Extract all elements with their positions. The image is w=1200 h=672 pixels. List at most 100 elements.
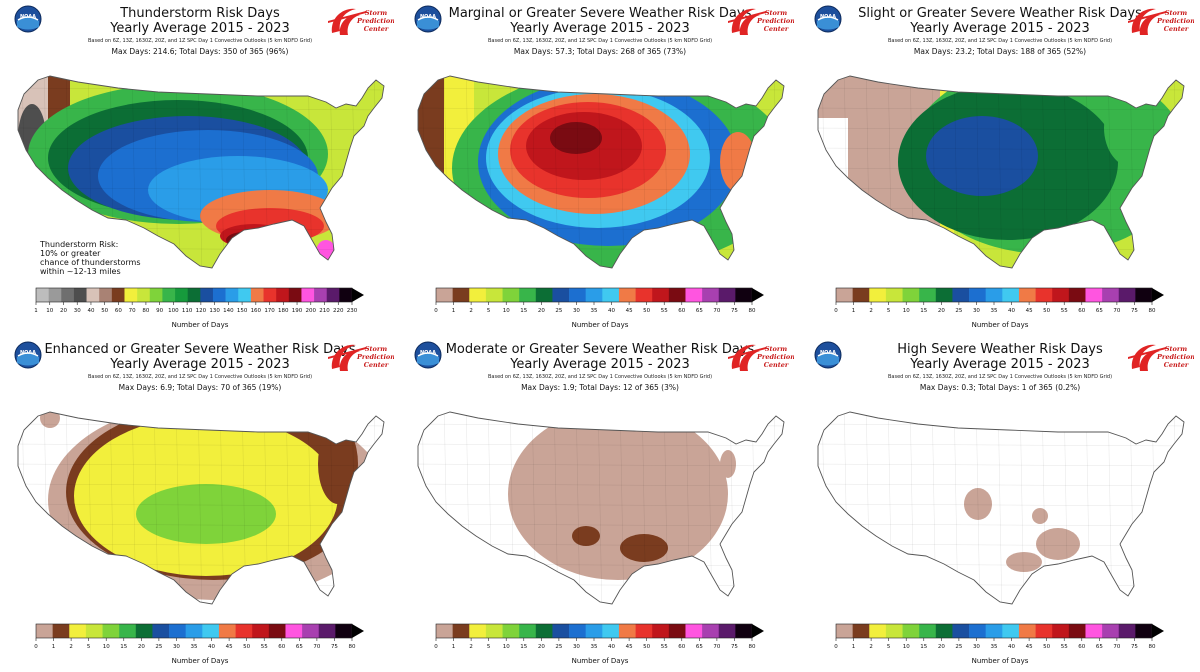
colorbar-swatch [935,624,953,638]
colorbar-swatch [85,624,103,638]
svg-text:NOAA: NOAA [420,350,436,356]
colorbar-tick-label: 50 [1043,644,1050,650]
noaa-logo-icon: NOAA [814,5,842,33]
colorbar-tick-label: 35 [991,308,998,314]
colorbar-tick-label: 80 [1149,308,1156,314]
colorbar-extend-arrow [352,624,364,638]
colorbar-swatch [869,624,887,638]
colorbar-tick-label: 30 [573,308,580,314]
colorbar-swatch [602,624,620,638]
colorbar-tick-label: 15 [920,644,927,650]
colorbar-tick-label: 2 [69,644,73,650]
svg-text:Storm: Storm [765,9,787,17]
panel-slight-risk: NOAA Slight or Greater Severe Weather Ri… [800,0,1200,336]
colorbar-swatch [339,288,353,302]
colorbar-swatch [952,624,970,638]
colorbar-swatch [1118,288,1136,302]
colorbar-swatch [552,624,570,638]
panel-moderate-risk: NOAA Moderate or Greater Severe Weather … [400,336,800,672]
colorbar-tick-label: 15 [120,644,127,650]
colorbar-label: Number of Days [171,657,229,665]
colorbar-swatch [235,624,253,638]
colorbar-swatch [602,288,620,302]
us-map [817,411,1185,605]
colorbar-swatch [885,288,903,302]
colorbar-tick-label: 0 [434,308,438,314]
colorbar-tick-label: 45 [626,644,633,650]
colorbar-swatch [200,288,214,302]
colorbar-tick-label: 60 [278,644,285,650]
colorbar-tick-label: 1 [52,644,56,650]
colorbar-tick-label: 210 [319,308,330,314]
colorbar-tick-label: 50 [101,308,108,314]
svg-text:Prediction: Prediction [1156,17,1194,25]
svg-text:Center: Center [1164,361,1189,369]
colorbar-swatch [852,624,870,638]
colorbar-tick-label: 5 [487,644,491,650]
colorbar-tick-label: 40 [208,644,215,650]
colorbar-swatch [552,288,570,302]
colorbar-tick-label: 30 [973,644,980,650]
colorbar-tick-label: 200 [306,308,317,314]
colorbar-swatch [175,288,188,302]
colorbar-swatch [1052,624,1070,638]
colorbar-tick-label: 40 [608,308,615,314]
colorbar-extend-arrow [1152,624,1164,638]
risk-contour [720,132,756,192]
colorbar-tick-label: 0 [434,644,438,650]
us-map [417,411,785,605]
colorbar-swatch [1035,624,1053,638]
colorbar-swatch [250,288,264,302]
colorbar-tick-label: 80 [349,644,356,650]
colorbar-swatch [1002,624,1020,638]
risk-contour [926,116,1038,196]
colorbar-swatch [288,288,302,302]
colorbar-tick-label: 20 [938,644,945,650]
colorbar-tick-label: 80 [142,308,149,314]
colorbar-tick-label: 20 [538,644,545,650]
risk-contour [508,412,728,580]
colorbar-tick-label: 35 [591,644,598,650]
colorbar-tick-label: 20 [60,308,67,314]
colorbar-tick-label: 20 [938,308,945,314]
colorbar-swatch [36,624,53,638]
colorbar-swatch [218,624,236,638]
noaa-logo-icon: NOAA [414,5,442,33]
colorbar-tick-label: 80 [1149,644,1156,650]
colorbar-tick-label: 10 [503,308,510,314]
outlook-basis-text: Based on 6Z, 13Z, 1630Z, 20Z, and 1Z SPC… [487,38,713,44]
colorbar-tick-label: 40 [1008,644,1015,650]
colorbar-tick-label: 75 [1131,308,1138,314]
svg-text:NOAA: NOAA [820,350,836,356]
colorbar-swatch [137,288,151,302]
colorbar-tick-label: 35 [191,644,198,650]
colorbar-tick-label: 30 [573,644,580,650]
colorbar-tick-label: 5 [887,644,891,650]
panel-subtitle: Yearly Average 2015 - 2023 [910,21,1090,36]
risk-contour [720,450,736,478]
colorbar-swatch [1102,288,1120,302]
colorbar-tick-label: 15 [920,308,927,314]
colorbar-swatch [668,624,686,638]
colorbar-tick-label: 5 [87,644,91,650]
colorbar-tick-label: 75 [331,644,338,650]
colorbar-tick-label: 110 [182,308,193,314]
note-line: 10% or greater [40,249,101,258]
colorbar-tick-label: 30 [173,644,180,650]
colorbar-swatch [73,288,87,302]
colorbar-tick-label: 20 [538,308,545,314]
colorbar-swatch [718,288,736,302]
colorbar-swatch [668,288,686,302]
colorbar-swatch [102,624,120,638]
colorbar-tick-label: 60 [115,308,122,314]
colorbar-tick-label: 1 [852,644,856,650]
colorbar-swatch [61,288,75,302]
colorbar-swatch [1135,288,1153,302]
risk-contour [1088,562,1108,586]
colorbar-swatch [502,288,520,302]
colorbar-swatch [1018,288,1036,302]
panel-high-risk: NOAA High Severe Weather Risk Days Yearl… [800,336,1200,672]
colorbar-swatch [185,624,203,638]
risk-contour [18,158,36,198]
